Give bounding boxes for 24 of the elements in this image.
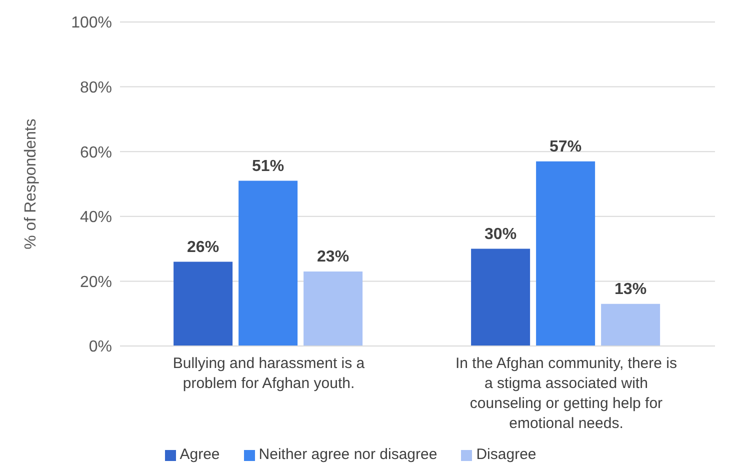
y-tick-label: 0% <box>88 338 112 356</box>
data-label: 23% <box>317 248 350 266</box>
y-tick-label: 80% <box>80 79 112 96</box>
data-label: 57% <box>550 138 582 156</box>
bar <box>471 248 530 346</box>
y-tick-label: 60% <box>80 144 112 162</box>
data-label: 30% <box>484 226 517 243</box>
x-tick-label: In the Afghan community, there is a stigma associated with counseling or getting help for emotional needs. <box>455 355 678 432</box>
legend-label: Disagree <box>476 446 536 463</box>
data-label: 51% <box>252 158 284 175</box>
legend-label: Neither agree nor disagree <box>258 446 438 463</box>
bar <box>536 161 596 346</box>
y-tick-label: 100% <box>71 14 112 32</box>
data-label: 26% <box>187 238 220 256</box>
bar <box>238 180 298 346</box>
bar <box>174 262 233 346</box>
y-tick-label: 40% <box>80 209 112 226</box>
legend-label: Agree <box>180 446 220 463</box>
bar <box>601 304 660 346</box>
data-label: 13% <box>614 280 647 298</box>
y-tick-label: 20% <box>80 274 112 291</box>
x-tick-label: Bullying and harassment is a problem for Afghan youth. <box>172 355 366 392</box>
y-axis-title: % of Respondents <box>22 118 40 250</box>
bar <box>304 271 363 346</box>
